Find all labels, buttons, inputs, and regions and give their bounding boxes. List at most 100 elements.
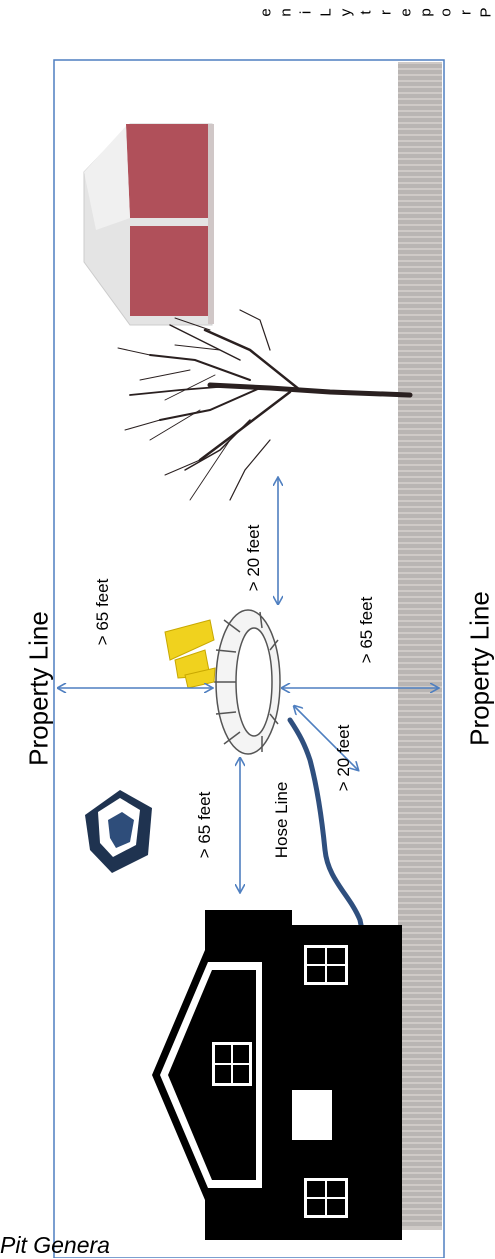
fence-picket [398, 292, 442, 296]
fence-picket [398, 1006, 442, 1010]
fence-picket [398, 502, 442, 506]
fence-picket [398, 250, 442, 254]
fence-picket [398, 808, 442, 812]
fence-picket [398, 490, 442, 494]
fence-picket [398, 274, 442, 278]
fence-picket [398, 508, 442, 512]
fence-picket [398, 160, 442, 164]
fence-picket [398, 94, 442, 98]
fence [398, 62, 442, 1230]
distance-label-fence: > 65 feet [357, 580, 377, 680]
fence-picket [398, 1096, 442, 1100]
fence-picket [398, 382, 442, 386]
fence-picket [398, 772, 442, 776]
fence-picket [398, 892, 442, 896]
fence-picket [398, 820, 442, 824]
fence-picket [398, 172, 442, 176]
fence-picket [398, 310, 442, 314]
fence-picket [398, 592, 442, 596]
fence-picket [398, 130, 442, 134]
fence-picket [398, 1126, 442, 1130]
distance-label-tree: > 20 feet [244, 508, 264, 608]
fence-picket [398, 358, 442, 362]
fence-picket [398, 970, 442, 974]
fence-picket [398, 826, 442, 830]
fence-picket [398, 976, 442, 980]
fence-picket [398, 580, 442, 584]
fence-picket [398, 238, 442, 242]
fence-picket [398, 982, 442, 986]
fence-picket [398, 340, 442, 344]
fence-picket [398, 514, 442, 518]
fence-picket [398, 322, 442, 326]
fence-picket [398, 400, 442, 404]
fence-picket [398, 1048, 442, 1052]
fence-picket [398, 718, 442, 722]
fence-picket [398, 352, 442, 356]
fence-picket [398, 922, 442, 926]
edge-letter: P [478, 8, 495, 18]
fence-picket [398, 370, 442, 374]
fence-picket [398, 604, 442, 608]
fence-picket [398, 778, 442, 782]
fence-picket [398, 346, 442, 350]
fence-picket [398, 868, 442, 872]
fence-picket [398, 946, 442, 950]
fence-picket [398, 1150, 442, 1154]
fence-picket [398, 934, 442, 938]
edge-letter: n [278, 8, 295, 18]
fence-picket [398, 1072, 442, 1076]
tree-image [118, 310, 410, 500]
fence-picket [398, 106, 442, 110]
logo-icon [85, 790, 152, 873]
fence-picket [398, 208, 442, 212]
fence-picket [398, 940, 442, 944]
fence-picket [398, 904, 442, 908]
fence-picket [398, 550, 442, 554]
fence-picket [398, 724, 442, 728]
fence-picket [398, 676, 442, 680]
fence-picket [398, 466, 442, 470]
fence-picket [398, 70, 442, 74]
fence-picket [398, 1018, 442, 1022]
fence-picket [398, 694, 442, 698]
fence-picket [398, 1210, 442, 1214]
distance-label-hose: > 20 feet [334, 708, 354, 808]
fence-picket [398, 496, 442, 500]
fence-picket [398, 730, 442, 734]
fence-picket [398, 802, 442, 806]
fence-picket [398, 142, 442, 146]
edge-letter: r [458, 8, 475, 18]
fence-picket [398, 1108, 442, 1112]
fence-picket [398, 754, 442, 758]
fence-picket [398, 1054, 442, 1058]
fence-picket [398, 1180, 442, 1184]
fence-picket [398, 532, 442, 536]
fence-picket [398, 82, 442, 86]
fence-picket [398, 1132, 442, 1136]
fence-picket [398, 664, 442, 668]
fence-picket [398, 1060, 442, 1064]
fence-picket [398, 538, 442, 542]
fence-picket [398, 430, 442, 434]
fence-picket [398, 1216, 442, 1220]
fence-picket [398, 598, 442, 602]
fence-picket [398, 856, 442, 860]
fence-picket [398, 454, 442, 458]
fence-picket [398, 886, 442, 890]
fence-picket [398, 616, 442, 620]
fence-picket [398, 844, 442, 848]
fence-picket [398, 1084, 442, 1088]
fence-picket [398, 796, 442, 800]
distance-label-house: > 65 feet [195, 775, 215, 875]
fence-picket [398, 232, 442, 236]
property-line-label-top: Property Line [24, 609, 55, 769]
fence-picket [398, 442, 442, 446]
fence-picket [398, 166, 442, 170]
fence-picket [398, 298, 442, 302]
fence-picket [398, 838, 442, 842]
fence-picket [398, 214, 442, 218]
fence-picket [398, 562, 442, 566]
fence-picket [398, 1138, 442, 1142]
fence-picket [398, 76, 442, 80]
